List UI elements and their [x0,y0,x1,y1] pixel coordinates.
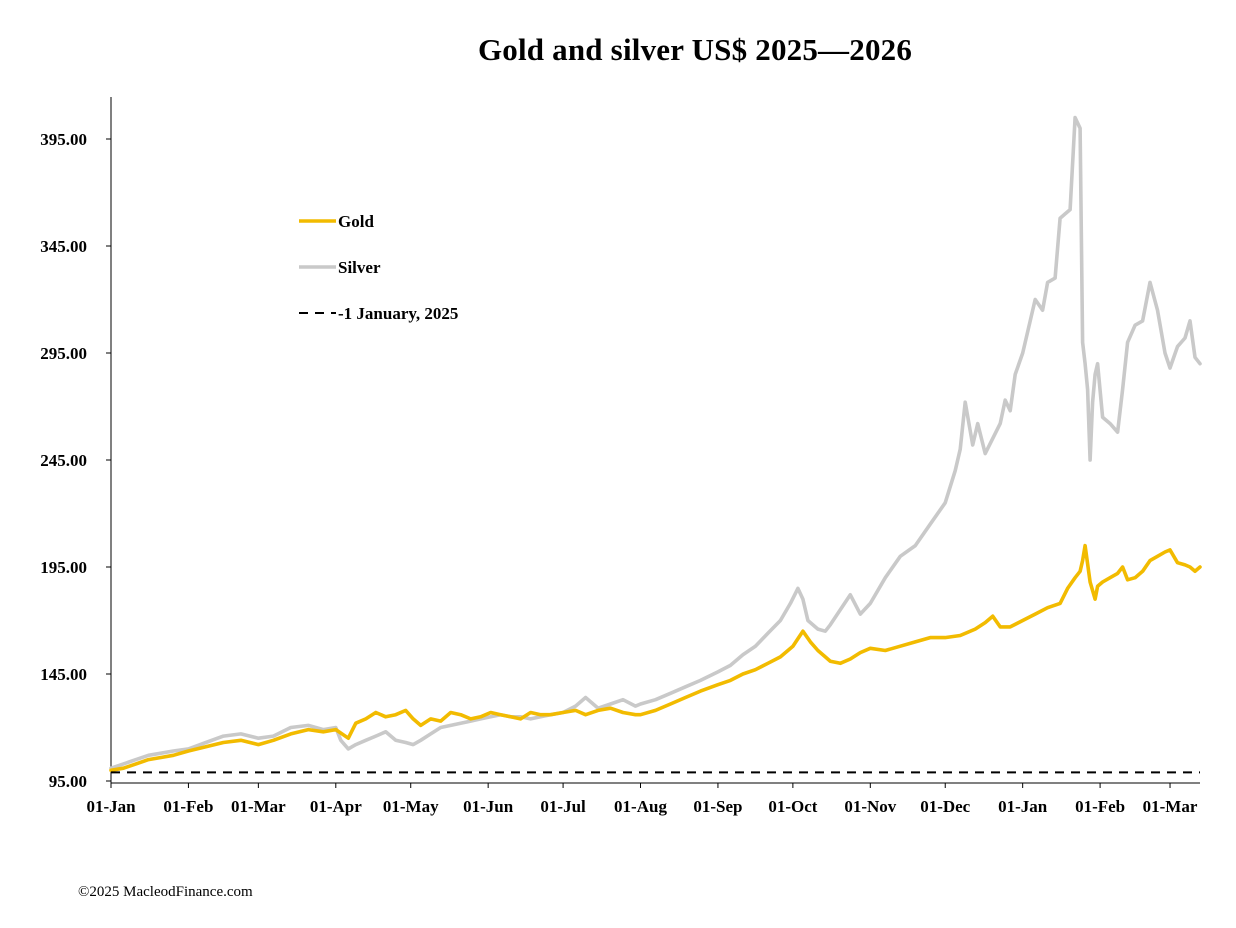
copyright-credit: ©2025 MacleodFinance.com [78,884,253,900]
x-tick-label: 01-Dec [920,797,970,816]
y-tick-label: 245.00 [40,451,87,470]
y-tick-label: 345.00 [40,237,87,256]
legend-label: Silver [338,258,381,277]
x-tick-label: 01-May [383,797,439,816]
chart-title: Gold and silver US$ 2025—2026 [477,32,913,67]
x-tick-label: 01-Feb [163,797,213,816]
x-tick-label: 01-Feb [1075,797,1125,816]
legend-label: -1 January, 2025 [338,304,458,323]
x-tick-label: 01-Apr [310,797,362,816]
series-layer [109,115,1202,774]
series-line-gold [109,543,1202,773]
x-tick-label: 01-Jun [463,797,514,816]
y-tick-label: 395.00 [40,130,87,149]
x-tick-label: 01-Nov [844,797,896,816]
x-tick-label: 01-Mar [1143,797,1198,816]
x-tick-label: 01-Jan [998,797,1048,816]
x-tick-label: 01-Mar [231,797,286,816]
x-tick-label: 01-Oct [768,797,817,816]
y-tick-label: 145.00 [40,665,87,684]
x-tick-label: 01-Sep [693,797,742,816]
x-tick-label: 01-Jul [540,797,586,816]
x-tick-label: 01-Aug [614,797,667,816]
legend: Gold Silver -1 January, 2025 [299,212,458,323]
series-line-silver [109,115,1202,771]
y-tick-label: 195.00 [40,558,87,577]
y-tick-label: 295.00 [40,344,87,363]
legend-label: Gold [338,212,374,231]
axes: 95.00 145.00 195.00 245.00 295.00 345.00 395.0… [40,97,1200,816]
x-tick-label: 01-Jan [86,797,136,816]
y-tick-label: 95.00 [49,772,87,791]
